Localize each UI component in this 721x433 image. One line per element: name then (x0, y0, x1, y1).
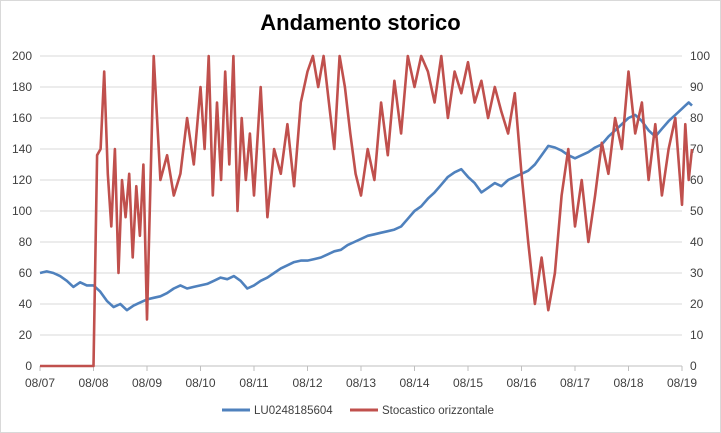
y-left-tick-label: 160 (12, 111, 32, 125)
y-left-tick-label: 20 (19, 328, 33, 342)
series-group (39, 54, 694, 368)
x-tick-label: 08/08 (78, 376, 108, 390)
x-tick-label: 08/13 (346, 376, 376, 390)
x-tick-label: 08/09 (132, 376, 162, 390)
y-right-tick-label: 100 (690, 49, 710, 63)
y-right-tick-label: 20 (690, 297, 704, 311)
y-axis-right: 0 10 20 30 40 50 60 70 80 90 100 (690, 49, 710, 373)
y-left-tick-label: 180 (12, 80, 32, 94)
y-right-tick-label: 60 (690, 173, 704, 187)
y-left-tick-label: 0 (25, 359, 32, 373)
y-right-tick-label: 10 (690, 328, 704, 342)
y-right-tick-label: 30 (690, 266, 704, 280)
y-left-tick-label: 80 (19, 235, 33, 249)
x-tick-label: 08/16 (506, 376, 536, 390)
y-right-tick-label: 0 (690, 359, 697, 373)
y-right-tick-label: 90 (690, 80, 704, 94)
y-left-tick-label: 120 (12, 173, 32, 187)
y-left-tick-label: 60 (19, 266, 33, 280)
legend-label: Stocastico orizzontale (382, 405, 494, 417)
x-tick-label: 08/10 (185, 376, 215, 390)
x-tick-label: 08/11 (239, 376, 268, 390)
y-left-tick-label: 140 (12, 142, 32, 156)
y-left-tick-label: 40 (19, 297, 33, 311)
x-tick-label: 08/15 (453, 376, 483, 390)
y-right-tick-label: 70 (690, 142, 704, 156)
series-line-1 (39, 101, 693, 312)
x-tick-label: 08/18 (613, 376, 643, 390)
series-line-2 (40, 54, 694, 368)
chart-title: Andamento storico (260, 10, 461, 35)
y-left-tick-label: 200 (12, 49, 32, 63)
gridlines (40, 55, 682, 367)
legend-label: LU0248185604 (254, 405, 333, 417)
x-tick-label: 08/12 (292, 376, 322, 390)
x-tick-label: 08/07 (25, 376, 55, 390)
x-tick-label: 08/14 (399, 376, 429, 390)
y-right-tick-label: 50 (690, 204, 704, 218)
y-right-tick-label: 80 (690, 111, 704, 125)
legend: LU0248185604 Stocastico orizzontale (222, 405, 494, 417)
y-right-tick-label: 40 (690, 235, 704, 249)
x-tick-label: 08/17 (560, 376, 590, 390)
x-tick-label: 08/19 (667, 376, 697, 390)
x-axis: 08/07 08/08 08/09 08/10 08/11 08/12 08/13 08/14… (25, 365, 697, 390)
y-left-tick-label: 100 (12, 204, 32, 218)
y-axis-left: 0 20 40 60 80 100 120 140 160 180 200 (12, 49, 32, 373)
